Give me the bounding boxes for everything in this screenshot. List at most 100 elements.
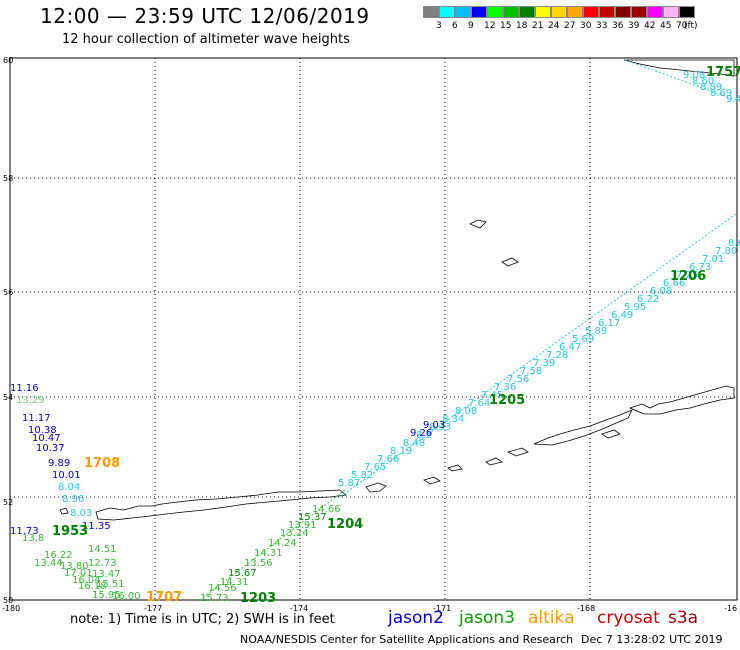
swh-value: 8.19 — [390, 446, 412, 457]
coastline — [623, 59, 735, 77]
swh-value: 9.26 — [410, 428, 432, 439]
chart-title: 12:00 — 23:59 UTC 12/06/2019 — [40, 4, 370, 28]
color-scale-label: 3 — [436, 21, 442, 31]
pass-time-label: 1708 — [84, 456, 120, 471]
color-scale-swatch — [535, 6, 551, 18]
satellite-legend-s3a: s3a — [668, 608, 699, 628]
swh-value: 7.64 — [468, 398, 490, 409]
swh-value: 11.17 — [22, 413, 51, 424]
swh-value: 6.47 — [559, 342, 581, 353]
color-scale-label: 24 — [548, 21, 560, 31]
swh-value: 7.65 — [364, 462, 386, 473]
swh-value: 7.39 — [533, 358, 555, 369]
swh-value: 10.38 — [28, 425, 57, 436]
swh-value: 6.08 — [650, 286, 672, 297]
swh-value: 15.51 — [96, 579, 125, 590]
swh-value: 6.66 — [663, 278, 685, 289]
swh-value: 7.28 — [546, 350, 568, 361]
swh-value: 12.73 — [88, 558, 117, 569]
swh-value: 17.01 — [64, 568, 93, 579]
color-scale-swatch — [503, 6, 519, 18]
chart-subtitle: 12 hour collection of altimeter wave hei… — [62, 32, 350, 47]
lon-label: -177 — [144, 604, 162, 613]
swh-value: 8.48 — [403, 438, 425, 449]
coastline — [485, 457, 503, 466]
map-frame — [9, 57, 738, 601]
swh-value: 13.56 — [244, 558, 273, 569]
swh-value: 7.25 — [676, 270, 698, 281]
swh-value: 8.33 — [429, 422, 451, 433]
swh-value: 11.73 — [10, 526, 39, 537]
swh-value: 9.4 — [726, 94, 740, 105]
swh-value: 13.91 — [288, 520, 317, 531]
swh-value: 11.35 — [82, 521, 111, 532]
color-scale-label: 70 — [676, 21, 688, 31]
footer-note: note: 1) Time is in UTC; 2) SWH is in fe… — [70, 612, 335, 627]
lat-label: 58 — [3, 174, 13, 183]
swh-value: 5.87 — [338, 478, 360, 489]
swh-value: 15.37 — [298, 512, 327, 523]
color-scale-swatch — [615, 6, 631, 18]
coastline — [501, 257, 519, 267]
lon-label: -168 — [577, 604, 595, 613]
color-scale-label: 36 — [612, 21, 624, 31]
color-scale-swatch — [519, 6, 535, 18]
lon-label: -171 — [433, 604, 451, 613]
swh-value: 6.22 — [637, 294, 659, 305]
lat-label: 50 — [3, 596, 13, 605]
coastline — [506, 447, 529, 457]
swh-value: 5.89 — [585, 326, 607, 337]
color-scale-swatch — [551, 6, 567, 18]
lat-label: 52 — [3, 498, 13, 507]
lon-label: -180 — [2, 604, 20, 613]
swh-value: 10.47 — [32, 433, 61, 444]
swh-value: 7.66 — [377, 454, 399, 465]
swh-value: 13.8 — [22, 533, 44, 544]
color-scale-label: 33 — [596, 21, 608, 31]
lat-label: 54 — [3, 393, 13, 402]
lon-label: -16 — [724, 604, 737, 613]
timestamp-text: Dec 7 13:28:02 UTC 2019 — [581, 633, 723, 646]
swh-value: 10.37 — [36, 443, 65, 454]
swh-value: 16.18 — [78, 581, 107, 592]
pass-time-label: 1204 — [327, 517, 363, 532]
color-scale-label: 12 — [484, 21, 496, 31]
swh-value: 8.60 — [692, 76, 714, 87]
swh-value: 14.31 — [254, 548, 283, 559]
satellite-legend-jason2: jason2 — [388, 608, 444, 628]
swh-value: 6.49 — [611, 310, 633, 321]
swh-value: 7.58 — [520, 366, 542, 377]
color-scale-swatch — [423, 6, 439, 18]
swh-value: 13.29 — [16, 395, 45, 406]
coastline — [469, 219, 487, 229]
coastline — [423, 476, 441, 485]
swh-value: 9.08 — [683, 70, 705, 81]
swh-value: 7.56 — [507, 374, 529, 385]
swh-value: 11.16 — [10, 383, 39, 394]
swh-value: 8.03 — [70, 508, 92, 519]
swh-value: 16.22 — [44, 550, 73, 561]
coastline — [59, 507, 69, 515]
swh-value: 13.44 — [34, 558, 63, 569]
color-scale-label: (ft) — [684, 21, 698, 31]
color-scale-label: 18 — [516, 21, 528, 31]
coastline — [447, 464, 463, 472]
satellite-legend-altika: altika — [528, 608, 575, 628]
color-scale-swatch — [631, 6, 647, 18]
swh-value: 16.00 — [112, 591, 141, 602]
swh-value: 16.04 — [72, 575, 101, 586]
pass-time-label: 1203 — [240, 591, 276, 606]
color-scale-label: 45 — [660, 21, 672, 31]
swh-value: 8.08 — [455, 406, 477, 417]
swh-value: 5.95 — [624, 302, 646, 313]
color-scale-swatch — [663, 6, 679, 18]
swh-value: 8.96 — [62, 494, 84, 505]
swh-value: 15.73 — [200, 593, 229, 604]
color-scale-label: 27 — [564, 21, 576, 31]
color-scale-swatch — [471, 6, 487, 18]
swh-value: 10.01 — [52, 470, 81, 481]
lat-label: 60 — [3, 56, 13, 65]
pass-time-label: 1757 — [706, 65, 740, 80]
color-scale-label: 42 — [644, 21, 656, 31]
